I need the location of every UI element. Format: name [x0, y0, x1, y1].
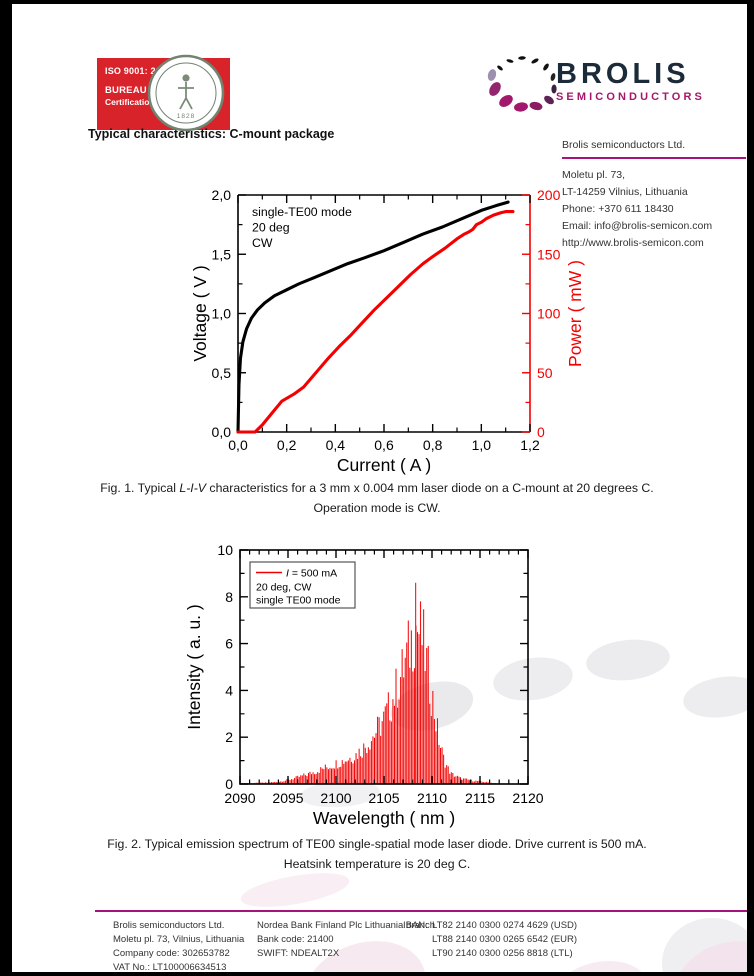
footer-company-name: Brolis semiconductors Ltd. — [113, 920, 225, 931]
svg-text:Power ( mW ): Power ( mW ) — [565, 260, 585, 367]
svg-text:1,2: 1,2 — [520, 437, 540, 453]
footer-company-address: Moletu pl. 73, Vilnius, Lithuania — [113, 934, 245, 945]
svg-text:0,0: 0,0 — [212, 424, 232, 440]
svg-text:1,0: 1,0 — [212, 306, 232, 322]
svg-text:20 deg: 20 deg — [252, 221, 290, 235]
fig2-caption-line1: Fig. 2. Typical emission spectrum of TE0… — [107, 837, 647, 851]
footer-bank-name: Nordea Bank Finland Plc Lithuania branch — [257, 920, 435, 931]
svg-text:2110: 2110 — [417, 790, 447, 806]
svg-text:I = 500 mA: I = 500 mA — [286, 568, 337, 580]
svg-text:0,8: 0,8 — [423, 437, 443, 453]
svg-text:200: 200 — [537, 187, 561, 203]
contact-divider — [562, 157, 746, 159]
svg-text:2: 2 — [225, 729, 233, 745]
page-edge-top — [0, 0, 754, 4]
logo-subtitle: SEMICONDUCTORS — [556, 91, 705, 103]
certification-label: Certification — [105, 97, 155, 107]
svg-text:2120: 2120 — [512, 790, 543, 806]
spectrum-lines — [241, 582, 508, 784]
fig1-caption: Fig. 1. Typical L-I-V characteristics fo… — [0, 478, 754, 518]
svg-text:Intensity ( a. u. ): Intensity ( a. u. ) — [184, 604, 204, 729]
contact-email: Email: info@brolis-semicon.com — [562, 220, 713, 232]
section-title: Typical characteristics: C-mount package — [88, 127, 335, 141]
svg-text:Current ( A ): Current ( A ) — [337, 455, 431, 475]
footer-divider — [95, 910, 747, 912]
footer-bank-code: Bank code: 21400 — [257, 934, 334, 945]
contact-company-name: Brolis semiconductors Ltd. — [562, 139, 686, 151]
svg-text:2095: 2095 — [272, 790, 303, 806]
svg-text:50: 50 — [537, 365, 553, 381]
spectrum-chart: 2090 2095 2100 2105 2110 2115 2120 0 2 4 6 8 10 Wavel… — [184, 542, 544, 828]
footer-iban-label: IBAN: — [403, 920, 428, 931]
footer-iban-usd: LT82 2140 0300 0274 4629 (USD) — [432, 920, 578, 931]
svg-text:single-TE00 mode: single-TE00 mode — [252, 205, 352, 219]
svg-text:1,0: 1,0 — [472, 437, 492, 453]
voltage-curve — [236, 200, 510, 434]
svg-text:4: 4 — [225, 682, 233, 698]
svg-text:CW: CW — [252, 236, 273, 250]
svg-text:2115: 2115 — [465, 790, 495, 806]
contact-address-line1: Moletu pl. 73, — [562, 169, 626, 181]
svg-text:single TE00 mode: single TE00 mode — [256, 595, 341, 607]
footer-company-code: Company code: 302653782 — [113, 948, 230, 959]
footer-iban-ltl: LT90 2140 0300 0256 8818 (LTL) — [432, 948, 573, 959]
svg-text:100: 100 — [537, 306, 561, 322]
svg-text:20 deg, CW: 20 deg, CW — [256, 582, 312, 594]
brolis-logo-dots-icon — [487, 56, 557, 112]
svg-text:1,5: 1,5 — [212, 246, 232, 262]
iso-standard-label: ISO 9001: 2008 — [105, 66, 172, 76]
svg-text:8: 8 — [225, 589, 233, 605]
svg-text:0,6: 0,6 — [374, 437, 394, 453]
footer-iban-values: LT82 2140 0300 0274 4629 (USD) LT88 2140… — [432, 919, 577, 961]
svg-text:0: 0 — [225, 776, 233, 792]
svg-text:150: 150 — [537, 246, 561, 262]
svg-text:0,4: 0,4 — [326, 437, 346, 453]
svg-text:10: 10 — [217, 542, 233, 558]
svg-text:0,5: 0,5 — [212, 365, 232, 381]
svg-text:0,0: 0,0 — [228, 437, 248, 453]
contact-sidebar: Brolis semiconductors Ltd. Moletu pl. 73… — [562, 139, 746, 252]
svg-text:0,2: 0,2 — [277, 437, 297, 453]
svg-text:0: 0 — [537, 424, 545, 440]
page-edge-left — [0, 0, 12, 976]
liv-chart: 0,0 0,2 0,4 0,6 0,8 1,0 1,2 0,0 0,5 1,0 1,5 2,0 0 50 1… — [190, 187, 585, 475]
svg-text:6: 6 — [225, 636, 233, 652]
fig2-caption-line2: Heatsink temperature is 20 deg C. — [283, 857, 471, 871]
svg-text:Wavelength ( nm ): Wavelength ( nm ) — [313, 808, 455, 828]
fig1-caption-line2: Operation mode is CW. — [313, 501, 441, 515]
fig1-caption-line1: Fig. 1. Typical L-I-V characteristics fo… — [100, 481, 654, 495]
contact-website: http://www.brolis-semicon.com — [562, 237, 704, 249]
svg-text:2,0: 2,0 — [212, 187, 232, 203]
footer-vat-number: VAT No.: LT100006634513 — [113, 962, 227, 973]
footer-bank-column: Nordea Bank Finland Plc Lithuania branch… — [257, 919, 435, 961]
footer-swift-code: SWIFT: NDEALT2X — [257, 948, 340, 959]
svg-text:1828: 1828 — [177, 113, 195, 120]
footer-iban-column: IBAN: LT82 2140 0300 0274 4629 (USD) LT8… — [403, 919, 577, 961]
logo-wordmark: BROLIS — [556, 58, 690, 90]
brolis-logo: BROLIS SEMICONDUCTORS — [556, 58, 705, 104]
page-edge-bottom — [0, 972, 754, 976]
contact-phone: Phone: +370 611 18430 — [562, 203, 674, 215]
svg-text:2105: 2105 — [368, 790, 399, 806]
svg-text:2090: 2090 — [224, 790, 255, 806]
power-curve — [236, 210, 515, 434]
bureau-veritas-seal-icon: 1828 — [147, 54, 225, 132]
svg-text:Voltage ( V ): Voltage ( V ) — [190, 265, 210, 361]
page-edge-right — [747, 0, 754, 976]
footer-iban-eur: LT88 2140 0300 0265 6542 (EUR) — [432, 934, 578, 945]
svg-text:2100: 2100 — [320, 790, 351, 806]
contact-address-line2: LT-14259 Vilnius, Lithuania — [562, 186, 688, 198]
fig2-caption: Fig. 2. Typical emission spectrum of TE0… — [0, 834, 754, 874]
footer-company-column: Brolis semiconductors Ltd. Moletu pl. 73… — [113, 919, 244, 975]
